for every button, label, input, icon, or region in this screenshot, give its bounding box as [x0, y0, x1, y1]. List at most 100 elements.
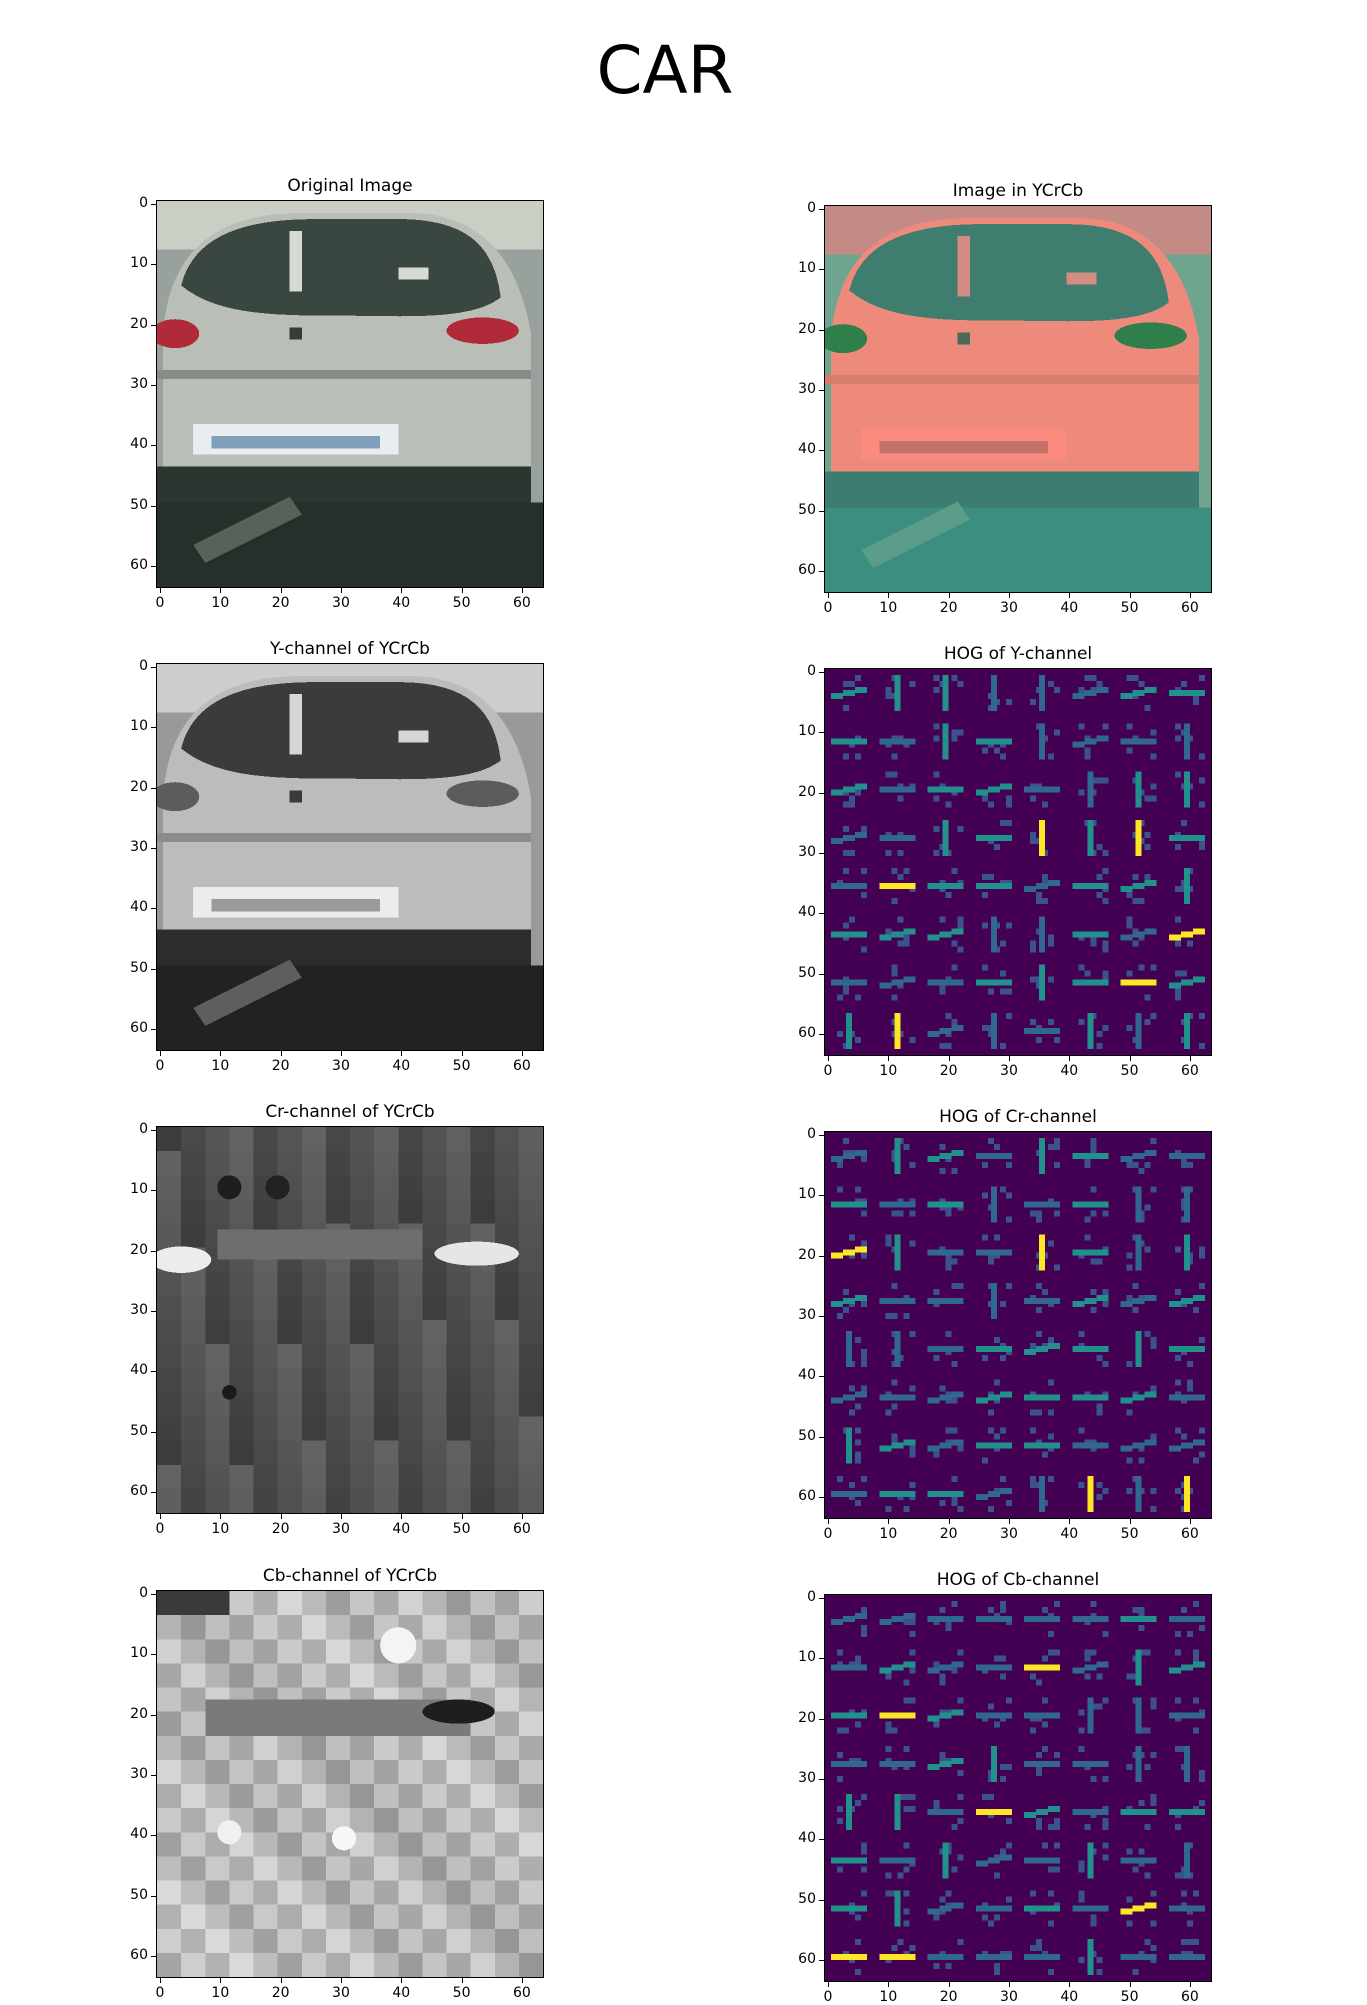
hog-texture: [957, 1769, 964, 1776]
hog-texture: [999, 1655, 1006, 1662]
hog-gradient: [927, 1030, 940, 1037]
hog-texture: [1150, 1433, 1157, 1440]
hog-texture: [1030, 1890, 1037, 1897]
image-block: [157, 1295, 182, 1320]
hog-texture: [903, 1312, 910, 1319]
hog-texture: [891, 1312, 898, 1319]
hog-gradient: [1180, 1297, 1193, 1304]
image-block: [518, 1151, 543, 1176]
hog-texture: [861, 1631, 868, 1638]
hog-texture: [1102, 1697, 1109, 1704]
hog-texture: [909, 1619, 916, 1626]
hog-texture: [1144, 843, 1151, 850]
x-tick-mark: [280, 1051, 282, 1056]
image-block: [253, 1591, 278, 1616]
hog-gradient: [855, 831, 868, 838]
hog-texture: [1096, 1956, 1103, 1963]
image-block: [205, 1440, 230, 1465]
hog-texture: [837, 1030, 844, 1037]
hog-gradient: [1084, 738, 1097, 745]
hog-gradient: [1132, 931, 1145, 938]
y-tick-label: 0: [807, 200, 816, 217]
image-block: [398, 1663, 423, 1688]
hog-gradient: [927, 1616, 964, 1623]
image-block: [157, 1392, 182, 1417]
hog-texture: [903, 1697, 910, 1704]
hog-gradient: [1048, 1806, 1061, 1813]
image-block: [253, 1615, 278, 1640]
image-block: [446, 1151, 471, 1176]
hog-texture: [993, 1721, 1000, 1728]
image-ycrcb: [824, 205, 1212, 593]
image-block: [494, 1639, 519, 1664]
hog-gradient: [831, 883, 868, 890]
hog-texture: [1048, 1824, 1055, 1831]
image-block: [325, 1928, 350, 1953]
hog-texture: [909, 1944, 916, 1951]
image-block: [422, 1392, 447, 1417]
hog-texture: [855, 675, 862, 682]
x-tick-label: 0: [823, 600, 833, 616]
image-block: [374, 1880, 399, 1905]
hog-texture: [999, 1848, 1006, 1855]
hog-texture: [1048, 1866, 1055, 1873]
hog-texture: [1198, 1451, 1205, 1458]
image-block: [325, 1464, 350, 1489]
hog-gradient: [1120, 1397, 1133, 1404]
hog-gradient: [855, 687, 868, 694]
hog-texture: [1180, 681, 1187, 688]
image-block: [446, 1392, 471, 1417]
hog-gradient: [927, 1346, 964, 1353]
hog-texture: [1144, 994, 1151, 1001]
background: [825, 669, 1211, 1055]
image-block: [494, 1368, 519, 1393]
hog-gradient: [1087, 819, 1094, 856]
image-block: [277, 1808, 302, 1833]
hog-gradient: [1072, 1616, 1109, 1623]
hog-gradient: [1132, 690, 1145, 697]
hog-texture: [1084, 1655, 1091, 1662]
hog-texture: [837, 994, 844, 1001]
hog-texture: [1192, 1306, 1199, 1313]
hog-texture: [1150, 964, 1157, 971]
y-tick-mark: [819, 510, 824, 512]
hog-gradient: [1132, 1394, 1145, 1401]
hog-gradient: [1072, 979, 1109, 986]
image-block: [277, 1344, 302, 1369]
image-block: [398, 1440, 423, 1465]
image-block: [518, 1271, 543, 1296]
hog-texture: [1102, 1487, 1109, 1494]
image-block: [301, 1175, 326, 1200]
x-tick-mark: [1189, 1519, 1191, 1524]
hog-texture: [1096, 874, 1103, 881]
hog-texture: [1126, 1896, 1133, 1903]
image-block: [205, 1880, 230, 1905]
image-block: [398, 1464, 423, 1489]
hog-gradient: [1168, 934, 1181, 941]
image-block: [350, 1488, 375, 1513]
hog-texture: [1054, 1264, 1061, 1271]
hog-texture: [1174, 1487, 1181, 1494]
hog-texture: [1005, 1216, 1012, 1223]
hog-texture: [885, 1505, 892, 1512]
image-block: [446, 1952, 471, 1977]
hog-texture: [1048, 1240, 1055, 1247]
hog-texture: [1198, 1252, 1205, 1259]
hog-texture: [1078, 1727, 1085, 1734]
hog-gradient: [975, 1346, 1012, 1353]
hog-texture: [1042, 898, 1049, 905]
hog-texture: [1005, 699, 1012, 706]
image-block: [446, 1928, 471, 1953]
image-block: [157, 1759, 182, 1784]
hog-gradient: [1039, 1475, 1046, 1512]
hog-texture: [1132, 1306, 1139, 1313]
bumper-shadow: [825, 471, 1199, 508]
hog-gradient: [990, 1012, 997, 1049]
hog-texture: [1042, 1745, 1049, 1752]
image-block: [470, 1952, 495, 1977]
x-tick-label: 30: [332, 1058, 350, 1074]
x-tick-mark: [160, 1514, 162, 1519]
y-tick-mark: [151, 1714, 156, 1716]
image-block: [374, 1271, 399, 1296]
hog-gradient: [1036, 883, 1049, 890]
